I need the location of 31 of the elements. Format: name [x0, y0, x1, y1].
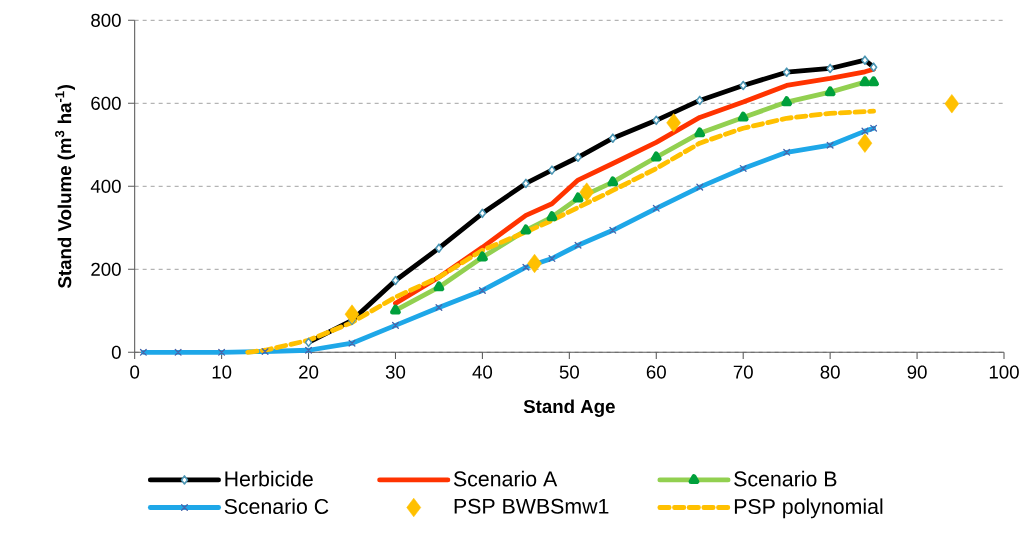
x-tick-label: 90 — [907, 365, 927, 379]
legend-label: PSP polynomial — [734, 498, 883, 519]
legend-label: Scenario C — [224, 498, 329, 515]
x-tick-label: 0 — [130, 365, 140, 379]
x-tick-label: 10 — [212, 365, 232, 379]
point — [344, 304, 360, 324]
point — [579, 182, 594, 202]
x-tick-label: 60 — [646, 365, 666, 379]
legend-label: Scenario B — [734, 470, 837, 487]
y-tick-label: 600 — [91, 96, 121, 110]
x-tick-label: 50 — [559, 365, 579, 379]
point — [666, 113, 681, 133]
x-tick-label: 80 — [820, 365, 840, 379]
y-tick-label: 400 — [90, 179, 121, 193]
x-tick-label: 70 — [733, 365, 753, 379]
x-tick-label: 40 — [472, 365, 493, 379]
y-axis-title: Stand Volume (m$^{3}$ ha$^{-1}$) — [55, 85, 75, 289]
point — [857, 133, 873, 153]
x-tick-label: 20 — [299, 365, 319, 379]
legend-label: PSP BWBSmw1 — [454, 498, 609, 514]
legend-label: Herbicide — [225, 470, 313, 487]
legend-label: Scenario A — [453, 470, 558, 487]
y-tick-label: 800 — [91, 13, 121, 27]
line-series — [245, 108, 876, 355]
x-tick-label: 100 — [989, 365, 1019, 379]
y-tick-label: 200 — [91, 262, 121, 276]
y-tick-label: 0 — [111, 345, 121, 359]
point — [527, 253, 542, 274]
point — [944, 94, 960, 114]
x-axis-title: Stand Age — [523, 399, 615, 417]
x-tick-label: 30 — [385, 365, 406, 379]
